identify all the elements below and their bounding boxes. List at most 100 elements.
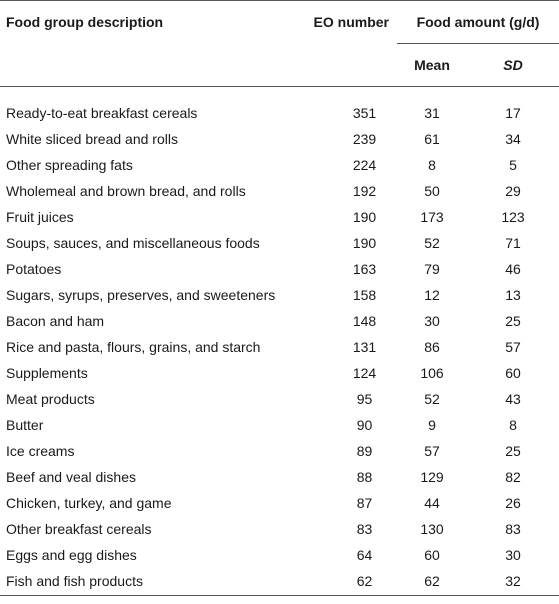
cell-sd: 123 — [501, 209, 525, 225]
cell-description: Butter — [6, 417, 44, 433]
cell-eo-number: 131 — [352, 339, 377, 355]
cell-description: Fruit juices — [6, 209, 74, 225]
cell-sd: 57 — [505, 339, 521, 355]
cell-eo-number: 224 — [352, 157, 377, 173]
cell-sd: 5 — [509, 157, 517, 173]
cell-sd: 83 — [505, 521, 521, 537]
header-food-amount: Food amount (g/d) — [397, 0, 559, 44]
cell-sd: 25 — [505, 443, 521, 459]
cell-mean: 62 — [424, 573, 440, 590]
cell-sd: 13 — [505, 287, 521, 303]
cell-mean: 44 — [424, 495, 440, 511]
cell-mean: 57 — [424, 443, 440, 459]
cell-eo-number: 88 — [356, 469, 373, 485]
table-row: Other breakfast cereals 83 130 83 — [0, 516, 559, 542]
cell-eo-number: 190 — [352, 209, 377, 225]
cell-description: Beef and veal dishes — [6, 469, 136, 485]
cell-eo-number: 158 — [352, 287, 377, 303]
cell-mean: 61 — [424, 131, 440, 147]
cell-eo-number: 163 — [352, 261, 377, 277]
cell-description: Sugars, syrups, preserves, and sweetener… — [6, 287, 276, 303]
cell-eo-number: 148 — [352, 313, 377, 329]
table-row: Eggs and egg dishes 64 60 30 — [0, 542, 559, 568]
table-row: White sliced bread and rolls 239 61 34 — [0, 126, 559, 152]
cell-sd: 8 — [509, 417, 517, 433]
cell-eo-number: 89 — [356, 443, 373, 459]
cell-sd: 46 — [505, 261, 521, 277]
cell-description: Eggs and egg dishes — [6, 547, 137, 563]
cell-eo-number: 192 — [352, 183, 377, 199]
cell-eo-number: 95 — [356, 391, 373, 407]
cell-mean: 30 — [424, 313, 440, 329]
cell-eo-number: 190 — [352, 235, 377, 251]
table-row: Fish and fish products 62 62 32 — [0, 568, 559, 595]
table-row: Bacon and ham 148 30 25 — [0, 308, 559, 334]
cell-mean: 52 — [424, 391, 440, 407]
table-row: Sugars, syrups, preserves, and sweetener… — [0, 282, 559, 308]
cell-mean: 129 — [420, 469, 444, 485]
cell-description: Bacon and ham — [6, 313, 105, 329]
cell-description: Other breakfast cereals — [6, 521, 152, 537]
table-row: Other spreading fats 224 8 5 — [0, 152, 559, 178]
cell-sd: 34 — [505, 131, 521, 147]
table-row: Wholemeal and brown bread, and rolls 192… — [0, 178, 559, 204]
cell-description: Supplements — [6, 365, 88, 381]
cell-description: Rice and pasta, flours, grains, and star… — [6, 339, 261, 355]
cell-mean: 106 — [420, 365, 444, 381]
cell-eo-number: 239 — [352, 131, 377, 147]
cell-description: Other spreading fats — [6, 157, 133, 173]
cell-sd: 32 — [505, 573, 521, 590]
cell-mean: 60 — [424, 547, 440, 563]
table-row: Ice creams 89 57 25 — [0, 438, 559, 464]
cell-mean: 79 — [424, 261, 440, 277]
cell-eo-number: 90 — [356, 417, 373, 433]
cell-sd: 71 — [505, 235, 521, 251]
cell-description: Potatoes — [6, 261, 62, 277]
cell-eo-number: 62 — [356, 573, 373, 590]
table-row: Rice and pasta, flours, grains, and star… — [0, 334, 559, 360]
cell-eo-number: 351 — [352, 105, 377, 121]
header-food-group-description: Food group description — [6, 14, 164, 30]
table-row: Supplements 124 106 60 — [0, 360, 559, 386]
cell-description: Chicken, turkey, and game — [6, 495, 172, 511]
cell-description: Ready-to-eat breakfast cereals — [6, 105, 198, 121]
table-row: Potatoes 163 79 46 — [0, 256, 559, 282]
cell-mean: 12 — [424, 287, 440, 303]
header-row-top: Food group description EO number Food am… — [0, 0, 559, 44]
table-row: Chicken, turkey, and game 87 44 26 — [0, 490, 559, 516]
table-row: Beef and veal dishes 88 129 82 — [0, 464, 559, 490]
cell-description: Fish and fish products — [6, 573, 143, 590]
table-row: Butter 90 9 8 — [0, 412, 559, 438]
table-row: Meat products 95 52 43 — [0, 386, 559, 412]
table-row: Ready-to-eat breakfast cereals 351 31 17 — [0, 87, 559, 127]
cell-sd: 43 — [505, 391, 521, 407]
cell-sd: 26 — [505, 495, 521, 511]
table-row: Fruit juices 190 173 123 — [0, 204, 559, 230]
cell-sd: 60 — [505, 365, 521, 381]
cell-mean: 86 — [424, 339, 440, 355]
cell-description: Ice creams — [6, 443, 75, 459]
cell-mean: 8 — [428, 157, 436, 173]
cell-mean: 31 — [424, 105, 440, 121]
cell-sd: 82 — [505, 469, 521, 485]
header-sd: SD — [503, 57, 523, 73]
header-eo-number: EO number — [313, 14, 389, 30]
cell-mean: 52 — [424, 235, 440, 251]
cell-eo-number: 87 — [356, 495, 373, 511]
cell-description: Meat products — [6, 391, 95, 407]
cell-sd: 25 — [505, 313, 521, 329]
cell-mean: 50 — [424, 183, 440, 199]
table-header: Food group description EO number Food am… — [0, 0, 559, 87]
table-body: Ready-to-eat breakfast cereals 351 31 17… — [0, 87, 559, 595]
cell-mean: 9 — [428, 417, 436, 433]
cell-description: Wholemeal and brown bread, and rolls — [6, 183, 246, 199]
cell-sd: 30 — [505, 547, 521, 563]
cell-sd: 29 — [505, 183, 521, 199]
cell-eo-number: 64 — [356, 547, 373, 563]
cell-description: White sliced bread and rolls — [6, 131, 178, 147]
cell-mean: 130 — [420, 521, 444, 537]
cell-mean: 173 — [420, 209, 444, 225]
header-mean: Mean — [414, 57, 450, 73]
